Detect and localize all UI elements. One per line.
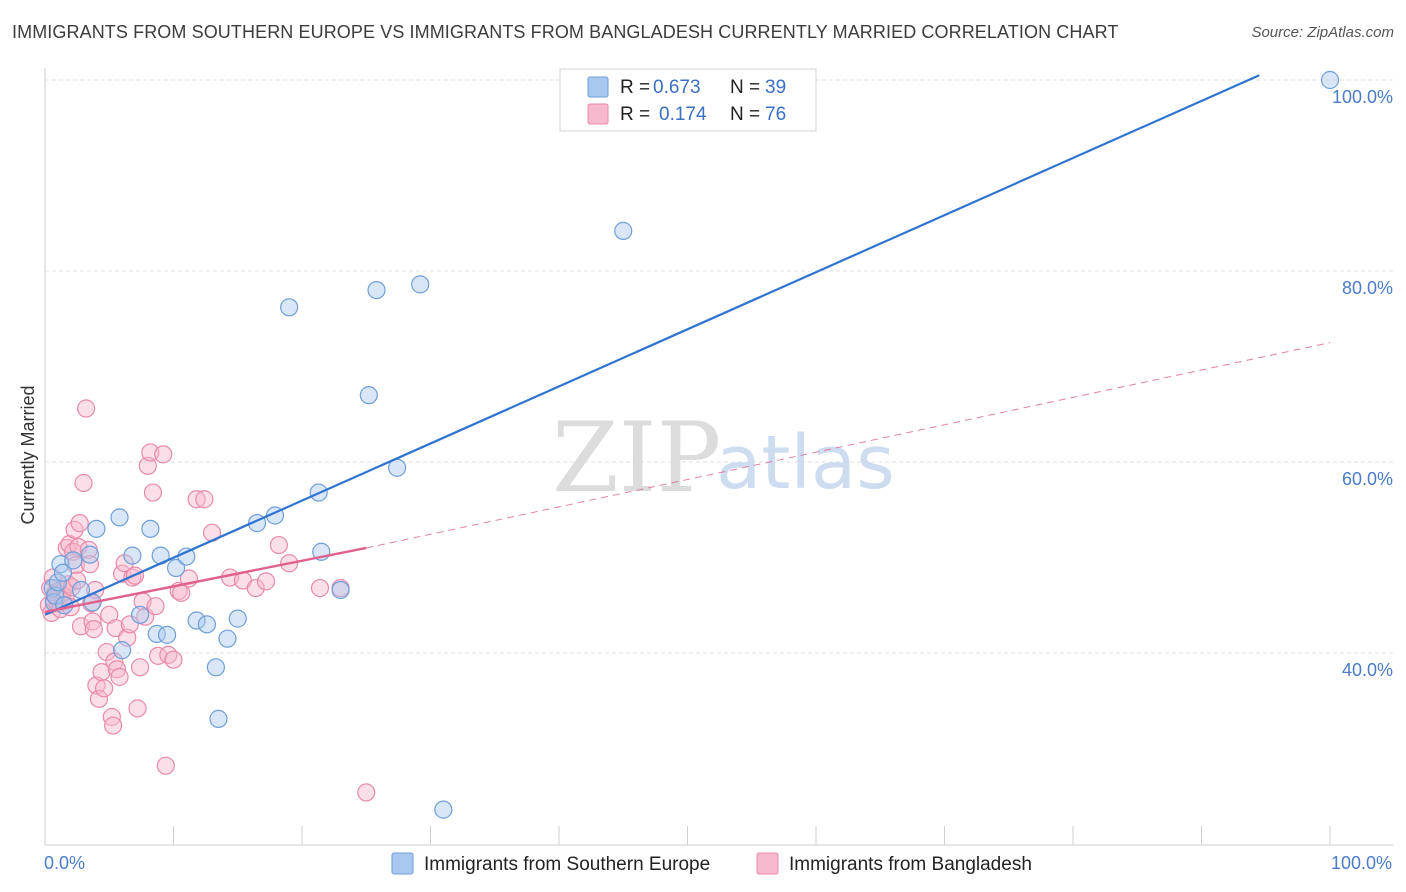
- source-credit: Source: ZipAtlas.com: [1251, 24, 1394, 41]
- legend-n-label-1: N =: [730, 77, 760, 98]
- y-tick-label-100: 100.0%: [1332, 87, 1393, 107]
- southern-europe-point-23: [197, 615, 217, 634]
- bangladesh-point-26: [74, 473, 93, 493]
- bangladesh-point-52: [128, 699, 147, 718]
- bangladesh-point-74: [256, 572, 276, 591]
- bottom-legend-label-1: Immigrants from Southern Europe: [424, 854, 710, 875]
- southern-europe-point-21: [177, 547, 196, 566]
- bangladesh-point-75: [269, 535, 288, 555]
- bangladesh-point-62: [156, 756, 175, 775]
- bangladesh-point-32: [84, 620, 103, 639]
- southern-europe-point-12: [110, 508, 129, 527]
- bangladesh-point-69: [195, 490, 214, 509]
- southern-europe-point-11: [87, 519, 106, 538]
- southern-europe-point-33: [331, 580, 350, 600]
- legend-r-label-1: R =: [620, 77, 650, 98]
- southern-europe-point-16: [141, 519, 160, 538]
- x-tick-label-max: 100.0%: [1331, 853, 1392, 873]
- y-axis-label: Currently Married: [18, 385, 38, 524]
- bangladesh-point-64: [164, 650, 183, 669]
- bottom-legend-label-2: Immigrants from Bangladesh: [789, 854, 1032, 875]
- bangladesh-point-41: [104, 716, 123, 735]
- bangladesh-point-73: [246, 578, 265, 598]
- bangladesh-point-24: [70, 514, 89, 533]
- southern-europe-point-14: [123, 546, 142, 565]
- watermark: ZIP atlas: [552, 402, 895, 514]
- southern-europe-point-37: [411, 275, 430, 294]
- southern-europe-point-19: [157, 625, 177, 644]
- southern-europe-point-3: [48, 573, 67, 592]
- bottom-legend-swatch-blue: [391, 852, 414, 875]
- legend-swatch-blue: [587, 76, 609, 98]
- chart-title: IMMIGRANTS FROM SOUTHERN EUROPE VS IMMIG…: [12, 22, 1119, 42]
- series-southern-europe-points: [43, 70, 1340, 819]
- x-tick-label-min: 0.0%: [44, 853, 85, 873]
- bangladesh-point-38: [97, 642, 116, 662]
- legend-r-label-2: R =: [620, 104, 650, 125]
- bangladesh-point-56: [138, 456, 157, 475]
- bangladesh-point-22: [68, 571, 87, 590]
- y-tick-label-40: 40.0%: [1342, 660, 1393, 680]
- southern-europe-point-7: [64, 551, 83, 570]
- southern-europe-point-9: [80, 545, 100, 564]
- bangladesh-point-61: [154, 445, 173, 464]
- bangladesh-point-53: [130, 658, 150, 677]
- y-tick-labels: 40.0% 60.0% 80.0% 100.0%: [1332, 87, 1393, 680]
- southern-europe-point-34: [359, 386, 378, 405]
- gridlines: [45, 79, 1393, 654]
- legend-swatch-pink: [587, 103, 609, 125]
- bangladesh-point-59: [146, 597, 165, 616]
- series-bangladesh-points: [39, 399, 376, 802]
- bangladesh-point-27: [77, 399, 96, 418]
- bangladesh-point-31: [83, 612, 102, 631]
- bangladesh-point-35: [89, 689, 109, 708]
- trend-line-southern-europe: [44, 74, 1260, 616]
- southern-europe-point-5: [53, 563, 73, 582]
- bangladesh-point-79: [357, 783, 376, 802]
- southern-europe-point-15: [130, 605, 150, 624]
- trend-line-bangladesh: [44, 546, 367, 614]
- southern-europe-point-38: [434, 800, 453, 819]
- legend-n-value-2: 76: [765, 104, 786, 125]
- southern-europe-point-27: [228, 609, 247, 628]
- southern-europe-point-30: [280, 298, 299, 317]
- southern-europe-point-26: [218, 629, 237, 648]
- trend-line-bangladesh-extension: [366, 342, 1331, 549]
- y-tick-label-80: 80.0%: [1342, 278, 1393, 298]
- watermark-zip: ZIP: [552, 402, 721, 514]
- bottom-legend: Immigrants from Southern Europe Immigran…: [391, 852, 1032, 875]
- bottom-legend-swatch-pink: [756, 852, 779, 875]
- southern-europe-point-20: [166, 558, 186, 578]
- southern-europe-point-35: [367, 281, 386, 300]
- watermark-atlas: atlas: [716, 420, 895, 506]
- southern-europe-point-25: [209, 709, 228, 728]
- southern-europe-point-13: [112, 641, 132, 660]
- trend-lines: [44, 74, 1331, 616]
- bangladesh-point-58: [143, 483, 163, 502]
- southern-europe-point-39: [614, 221, 633, 240]
- bangladesh-point-68: [187, 490, 206, 509]
- southern-europe-point-24: [206, 658, 226, 677]
- x-axis-ticks: [44, 826, 1331, 845]
- legend-r-value-2: 0.174: [659, 104, 707, 125]
- legend-n-value-1: 39: [765, 77, 786, 98]
- top-legend: R = 0.673 N = 39 R = 0.174 N = 76: [559, 68, 817, 132]
- legend-r-value-1: 0.673: [653, 77, 701, 98]
- bangladesh-point-47: [115, 554, 134, 573]
- southern-europe-point-40: [1320, 70, 1340, 90]
- bangladesh-point-45: [110, 667, 129, 686]
- bangladesh-point-77: [310, 578, 330, 598]
- y-tick-label-60: 60.0%: [1342, 469, 1393, 489]
- bangladesh-point-37: [95, 679, 114, 698]
- southern-europe-point-22: [187, 611, 206, 630]
- legend-n-label-2: N =: [730, 104, 760, 125]
